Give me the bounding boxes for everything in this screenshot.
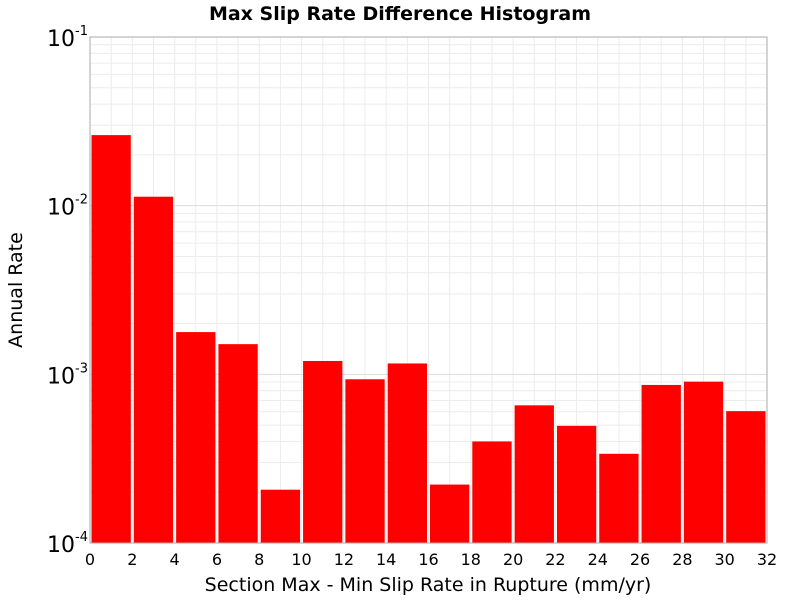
x-tick-label: 4 <box>170 550 180 569</box>
bar <box>514 405 554 543</box>
y-axis-label: Annual Rate <box>5 232 27 348</box>
x-tick-label: 24 <box>588 550 608 569</box>
x-tick-label: 20 <box>503 550 523 569</box>
bar <box>599 453 639 543</box>
x-tick-label: 12 <box>334 550 354 569</box>
y-tick-label: 10-4 <box>47 530 88 558</box>
y-tick-labels: 10-4 10-3 10-2 10-1 <box>47 24 88 558</box>
bar <box>726 411 766 543</box>
bar <box>133 196 174 543</box>
bar <box>218 344 258 543</box>
y-tick-label: 10-1 <box>47 24 88 52</box>
x-tick-label: 22 <box>545 550 565 569</box>
x-tick-label: 30 <box>715 550 735 569</box>
bar <box>472 441 512 543</box>
x-tick-label: 2 <box>127 550 137 569</box>
bar <box>91 135 131 543</box>
y-tick-label: 10-3 <box>47 361 88 389</box>
x-tick-label: 18 <box>461 550 481 569</box>
bar <box>176 332 216 543</box>
x-tick-label: 14 <box>376 550 396 569</box>
chart-title: Max Slip Rate Difference Histogram <box>209 3 591 25</box>
x-axis-label: Section Max - Min Slip Rate in Rupture (… <box>205 574 652 596</box>
bar <box>387 363 427 543</box>
y-tick-label: 10-2 <box>47 193 88 221</box>
bar <box>303 360 343 543</box>
plot-border <box>89 36 768 544</box>
x-tick-label: 16 <box>418 550 438 569</box>
x-tick-labels: 0 2 4 6 8 10 12 14 16 18 20 22 24 26 28 30 32 <box>85 550 777 569</box>
bars <box>91 135 766 543</box>
bar <box>260 489 301 543</box>
x-tick-label: 26 <box>630 550 650 569</box>
x-tick-label: 0 <box>85 550 95 569</box>
x-tick-label: 10 <box>291 550 311 569</box>
bar <box>683 381 724 543</box>
bar <box>345 379 385 543</box>
x-tick-label: 28 <box>672 550 692 569</box>
bar <box>430 484 470 543</box>
x-tick-label: 32 <box>757 550 777 569</box>
bar <box>556 425 597 543</box>
x-tick-label: 8 <box>254 550 264 569</box>
bar <box>641 384 681 543</box>
x-tick-label: 6 <box>212 550 222 569</box>
